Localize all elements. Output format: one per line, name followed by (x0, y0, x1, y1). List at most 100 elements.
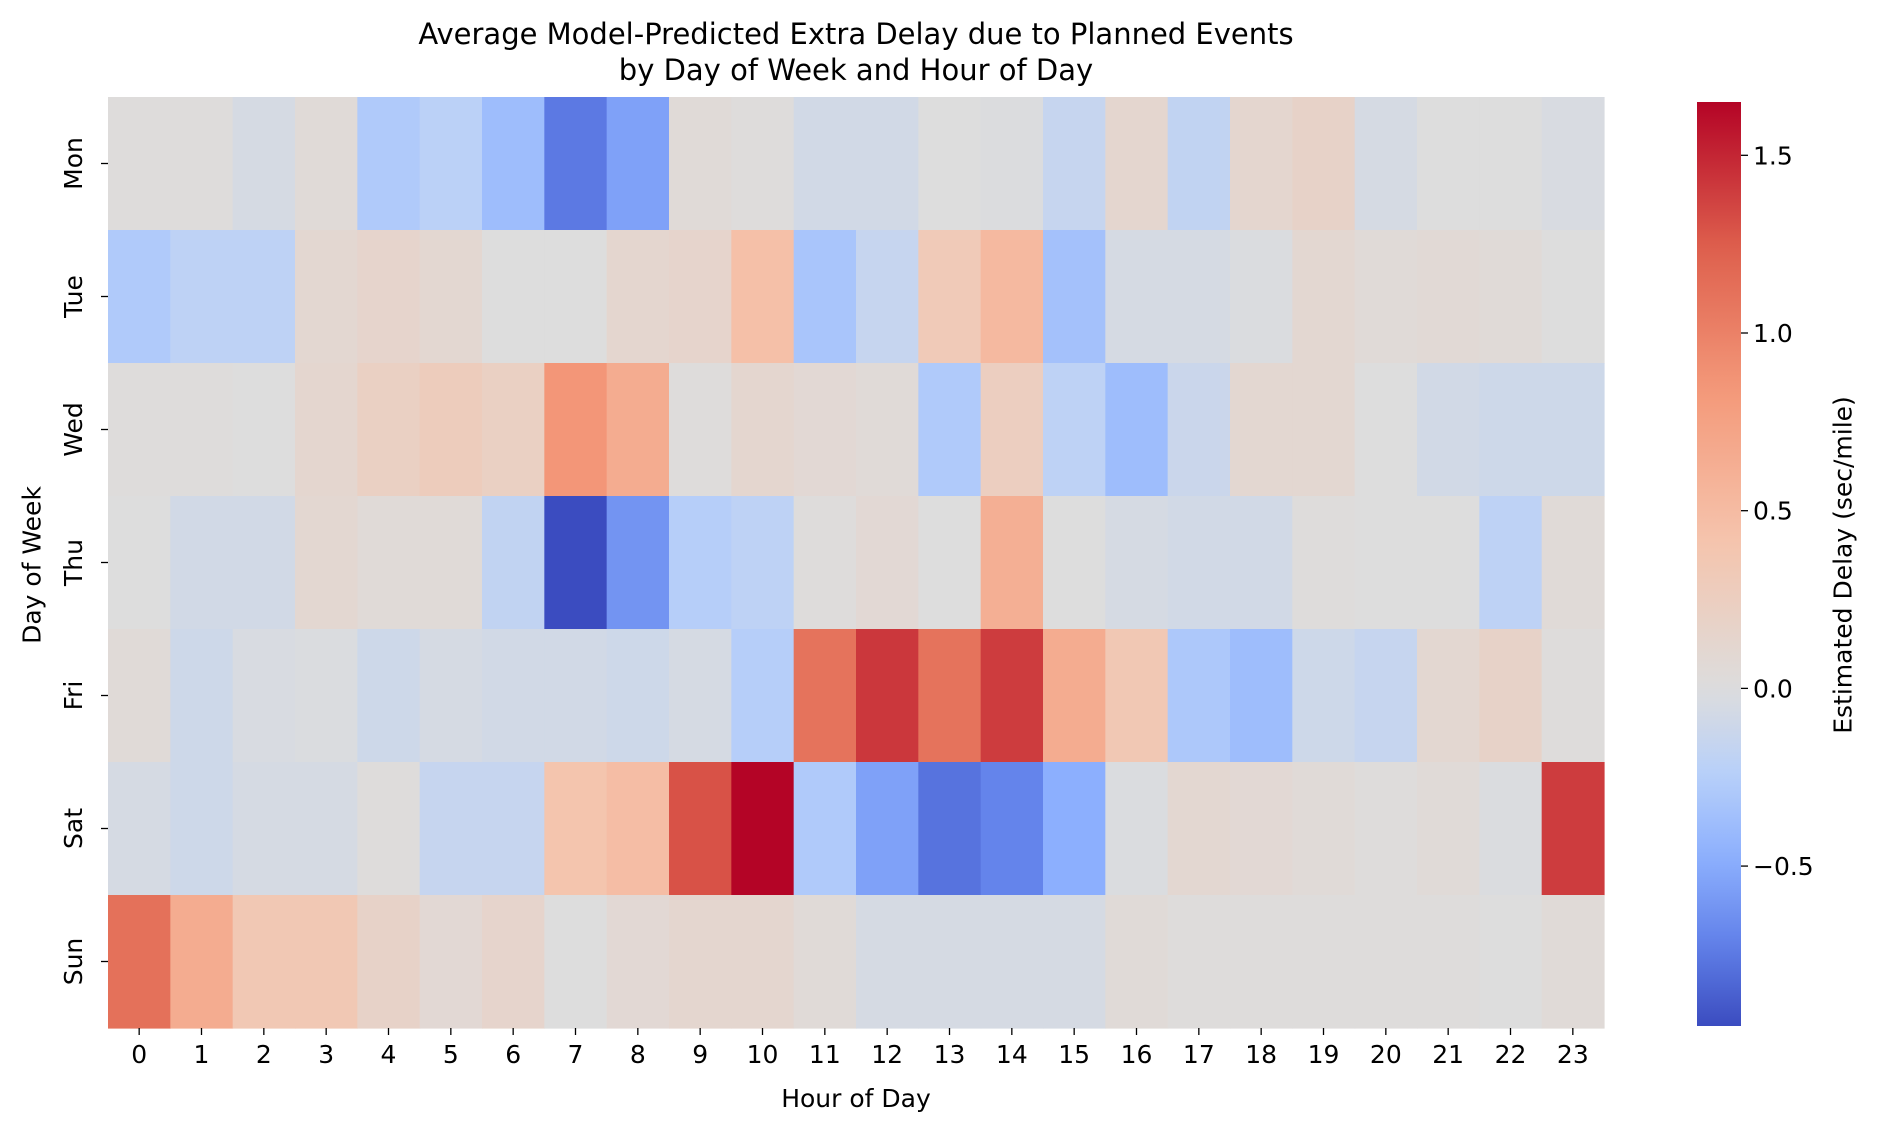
heatmap-cell (1292, 230, 1356, 364)
heatmap-cell (918, 363, 982, 497)
x-tick-label: 6 (505, 1040, 521, 1069)
heatmap-cell (1043, 629, 1106, 763)
heatmap-cell (170, 629, 234, 763)
heatmap-cell (1043, 97, 1106, 231)
x-tick-label: 5 (443, 1040, 459, 1069)
heatmap-cell (1105, 629, 1169, 763)
heatmap-cell (856, 895, 919, 1029)
heatmap-cell (1167, 363, 1231, 497)
x-tick-label: 1 (194, 1040, 210, 1069)
heatmap-cell (108, 496, 171, 630)
heatmap-cell (1479, 363, 1543, 497)
x-tick-label: 10 (747, 1040, 779, 1069)
heatmap-cell (295, 363, 358, 497)
y-tick-label: Thu (59, 539, 88, 587)
heatmap-cell (669, 496, 732, 630)
x-tick-label: 2 (256, 1040, 272, 1069)
heatmap-cell (731, 230, 795, 364)
heatmap-cell (1354, 97, 1418, 231)
x-tick-label: 23 (1557, 1040, 1589, 1069)
heatmap-cell (606, 496, 670, 630)
heatmap-cell (482, 97, 545, 231)
heatmap-cell (1541, 629, 1605, 763)
heatmap-cell (295, 496, 358, 630)
heatmap-cell (980, 97, 1044, 231)
x-tick-label: 7 (568, 1040, 584, 1069)
heatmap-cell (482, 363, 545, 497)
heatmap-cell (419, 97, 483, 231)
heatmap-cell (856, 496, 919, 630)
heatmap-cell (1292, 629, 1356, 763)
x-axis: 0 1 2 3 4 5 6 7 8 9 10 11 12 13 14 15 16 17 18 19 20 21 22 23 (131, 1028, 1589, 1069)
heatmap-cell (1167, 97, 1231, 231)
heatmap-cell (1479, 762, 1543, 896)
heatmap-cell (232, 629, 296, 763)
heatmap-cell (980, 629, 1044, 763)
heatmap-cell (295, 230, 358, 364)
heatmap-cell (1354, 363, 1418, 497)
x-axis-label: Hour of Day (781, 1084, 931, 1113)
heatmap-cell (606, 629, 670, 763)
heatmap-cell (1167, 230, 1231, 364)
heatmap-cell (1105, 762, 1169, 896)
heatmap-cell (1292, 496, 1356, 630)
heatmap-cell (731, 363, 795, 497)
heatmap-cell (482, 496, 545, 630)
heatmap-cell (1541, 895, 1605, 1029)
heatmap-cell (1541, 97, 1605, 231)
y-tick-label: Wed (59, 402, 88, 457)
heatmap-cell (1354, 895, 1418, 1029)
y-tick-label: Mon (59, 137, 88, 190)
heatmap-cell (108, 629, 171, 763)
x-tick-label: 0 (131, 1040, 147, 1069)
heatmap-cell (1105, 496, 1169, 630)
heatmap-cell (980, 762, 1044, 896)
heatmap-cell (357, 97, 421, 231)
x-tick-label: 20 (1370, 1040, 1402, 1069)
heatmap-cell (918, 230, 982, 364)
heatmap-cell (669, 230, 732, 364)
heatmap-cell (544, 496, 608, 630)
heatmap-cell (980, 496, 1044, 630)
heatmap-cell (419, 629, 483, 763)
heatmap-cell (1105, 363, 1169, 497)
heatmap-cell (793, 762, 857, 896)
heatmap-cell (544, 895, 608, 1029)
heatmap-cell (980, 363, 1044, 497)
heatmap-cell (108, 762, 171, 896)
heatmap-cell (419, 762, 483, 896)
heatmap-cell (357, 762, 421, 896)
heatmap-cell (1043, 363, 1106, 497)
heatmap-cell (606, 97, 670, 231)
heatmap-cell (357, 496, 421, 630)
heatmap-cell (1354, 496, 1418, 630)
heatmap-cell (170, 762, 234, 896)
heatmap-cell (108, 363, 171, 497)
heatmap-cell (1230, 895, 1293, 1029)
heatmap-cell (1167, 496, 1231, 630)
heatmap-cell (232, 363, 296, 497)
heatmap-cell (918, 629, 982, 763)
colorbar: 1.5 1.0 0.5 0.0 −0.5 (1697, 102, 1814, 1026)
heatmap-cell (295, 895, 358, 1029)
heatmap-cell (232, 895, 296, 1029)
heatmap-cell (1417, 895, 1480, 1029)
heatmap-cell (1167, 762, 1231, 896)
heatmap-cell (793, 629, 857, 763)
heatmap-cell (357, 895, 421, 1029)
heatmap-cell (419, 230, 483, 364)
heatmap-cell (793, 895, 857, 1029)
x-tick-label: 12 (871, 1040, 903, 1069)
heatmap-cell (357, 629, 421, 763)
x-tick-label: 11 (809, 1040, 841, 1069)
y-tick-label: Tue (59, 275, 88, 319)
heatmap-cell (1354, 629, 1418, 763)
y-axis: Mon Tue Wed Thu Fri Sat Sun (59, 137, 108, 985)
heatmap-cell (295, 629, 358, 763)
colorbar-tick-label: 1.5 (1753, 141, 1793, 170)
heatmap-cell (856, 97, 919, 231)
heatmap-cell (232, 762, 296, 896)
heatmap-cell (1043, 762, 1106, 896)
heatmap-cell (1479, 895, 1543, 1029)
x-tick-label: 9 (692, 1040, 708, 1069)
